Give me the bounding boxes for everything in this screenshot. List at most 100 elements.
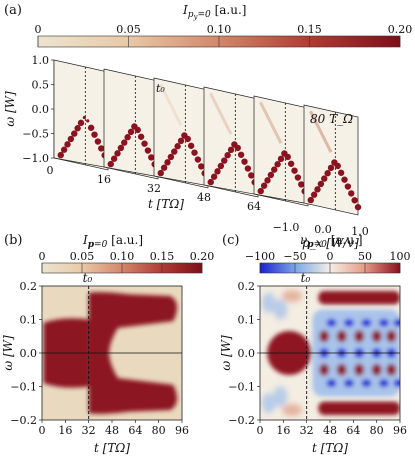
frame-t-64 xyxy=(253,95,312,207)
panel-c-plot: 0 16 32 48 64 80 96 0.2 0.1 0.0 −0.1 −0.2 t [TΩ] ω [W… xyxy=(219,271,407,455)
dispersion-point xyxy=(194,156,202,163)
x-tick-label: 0 xyxy=(39,424,46,437)
y-tick-label: 1.0 xyxy=(32,54,50,67)
band-lower xyxy=(318,401,400,415)
x-tick-label: 64 xyxy=(128,424,142,437)
dispersion-point xyxy=(317,180,325,188)
dispersion-point xyxy=(171,148,178,155)
y-tick-label: 0.2 xyxy=(20,280,38,293)
x-axis-label: t [TΩ] xyxy=(312,441,348,455)
dispersion-point xyxy=(177,137,185,145)
dispersion-point xyxy=(198,163,205,170)
colorbar-tick-label: 0 xyxy=(327,250,334,263)
t-tick-label: 32 xyxy=(147,182,161,195)
upper-branch xyxy=(259,101,283,144)
x-axis-label: t [TΩ] xyxy=(94,441,130,455)
dispersion-point xyxy=(57,151,64,159)
dispersion-point xyxy=(114,150,121,157)
y-axis-label: ω [W] xyxy=(3,91,17,127)
dispersion-point xyxy=(167,153,175,161)
t0-label: t₀ xyxy=(301,271,311,285)
dispersion-point xyxy=(164,159,171,166)
panel-b-label: (b) xyxy=(4,233,22,248)
colorbar-tick-label: 0 xyxy=(35,23,42,36)
frame-t-80: 80 T_Ω xyxy=(303,104,362,216)
y-tick-label: 0.2 xyxy=(238,280,256,293)
dispersion-point xyxy=(77,119,85,127)
dispersion-point xyxy=(274,161,281,168)
x-tick-label: 80 xyxy=(370,424,384,437)
dispersion-point xyxy=(210,173,218,180)
panel-c-label: (c) xyxy=(222,233,239,248)
dispersion-point xyxy=(174,143,181,150)
px-tick-label: −1.0 xyxy=(273,221,300,234)
dispersion-point xyxy=(87,124,95,131)
lobe xyxy=(378,318,389,327)
lobe xyxy=(393,318,400,327)
dispersion-point xyxy=(117,144,125,152)
dispersion-point xyxy=(227,146,235,154)
dispersion-point xyxy=(134,126,141,134)
x-tick-label: 96 xyxy=(393,424,407,437)
band-split xyxy=(88,292,177,414)
upper-branch xyxy=(309,110,333,153)
last-frame-annotation: 80 T_Ω xyxy=(310,112,353,126)
dispersion-point xyxy=(344,183,352,190)
upper-branch xyxy=(159,83,183,126)
panel-a-y-axis: 1.0 0.5 0.0 −0.5 −1.0 ω [W] xyxy=(3,54,55,165)
colorbar-a-label: Ipy=0 [a.u.] xyxy=(182,3,246,21)
colorbar-tick-label: 0.05 xyxy=(70,250,95,263)
dispersion-point xyxy=(307,196,314,204)
dispersion-point xyxy=(74,125,81,132)
dispersion-point xyxy=(224,152,231,159)
dispersion-point xyxy=(277,155,285,163)
dispersion-point xyxy=(264,177,271,184)
dispersion-point xyxy=(137,133,145,140)
panel-a-t-axis: 0 16 32 48 64 t [TΩ] xyxy=(47,157,305,213)
x-tick-label: 96 xyxy=(175,424,189,437)
colorbar-tick-label: 0.20 xyxy=(190,250,215,263)
lobe xyxy=(361,379,372,388)
dispersion-point xyxy=(191,149,198,156)
colorbar-tick-label: 0.10 xyxy=(207,23,232,36)
lobe xyxy=(343,379,354,388)
lobe xyxy=(319,330,330,343)
x-tick-label: 16 xyxy=(58,424,72,437)
lobe xyxy=(371,330,382,343)
dispersion-point xyxy=(321,175,328,182)
y-tick-label: −0.2 xyxy=(10,414,37,427)
x-tick-label: 48 xyxy=(323,424,337,437)
dispersion-point xyxy=(221,157,228,164)
dispersion-point xyxy=(327,164,335,172)
x-tick-label: 80 xyxy=(152,424,166,437)
dispersion-point xyxy=(64,141,71,148)
colorbar-tick-label: 0.15 xyxy=(297,23,322,36)
x-tick-label: 48 xyxy=(105,424,119,437)
colorbar-b-ticks: 0 0.05 0.10 0.15 0.20 xyxy=(39,250,215,273)
lobe xyxy=(393,379,400,388)
colorbar-tick-label: 0.10 xyxy=(110,250,135,263)
dispersion-point xyxy=(348,190,355,197)
lobe xyxy=(319,363,330,376)
y-tick-label: −1.0 xyxy=(22,152,49,165)
y-tick-label: 0.1 xyxy=(20,314,38,327)
panel-c-colorbar: νp=0 [a.u.] −100 −50 0 50 100 xyxy=(245,233,411,274)
dispersion-point xyxy=(337,169,345,176)
colorbar-tick-label: 0.15 xyxy=(150,250,175,263)
dispersion-point xyxy=(287,160,295,167)
dispersion-point xyxy=(184,135,191,143)
dispersion-point xyxy=(157,169,164,177)
dispersion-point xyxy=(82,115,86,120)
dispersion-point xyxy=(121,139,128,146)
y-tick-label: −0.2 xyxy=(228,414,255,427)
dispersion-point xyxy=(207,178,214,186)
lobe xyxy=(378,379,389,388)
dispersion-point xyxy=(110,155,118,162)
dispersion-point xyxy=(241,158,248,165)
y-tick-label: −0.1 xyxy=(10,381,37,394)
dispersion-point xyxy=(257,187,264,195)
frame-t-32: t₀ xyxy=(153,77,212,189)
lobe xyxy=(361,318,372,327)
colorbar-tick-label: 0.05 xyxy=(116,23,141,36)
